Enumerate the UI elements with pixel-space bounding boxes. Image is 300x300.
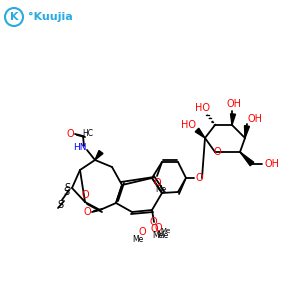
- Text: Me: Me: [160, 228, 170, 234]
- Text: O: O: [138, 227, 146, 237]
- Polygon shape: [195, 128, 205, 138]
- Polygon shape: [95, 151, 103, 160]
- Polygon shape: [244, 126, 250, 138]
- Text: O: O: [213, 147, 221, 157]
- Text: Me: Me: [158, 232, 169, 241]
- Text: Me: Me: [155, 185, 167, 194]
- Text: HO: HO: [194, 103, 209, 113]
- Text: S: S: [57, 200, 63, 210]
- Text: Me: Me: [152, 232, 164, 241]
- Text: HO: HO: [181, 120, 196, 130]
- Polygon shape: [230, 114, 236, 125]
- Text: O: O: [195, 173, 203, 183]
- Text: Me: Me: [132, 236, 144, 244]
- Text: OH: OH: [226, 99, 242, 109]
- Text: O: O: [149, 217, 157, 227]
- Text: O: O: [81, 190, 89, 200]
- Text: K: K: [10, 12, 18, 22]
- Text: HN: HN: [73, 143, 87, 152]
- Text: O: O: [83, 207, 91, 217]
- Polygon shape: [240, 152, 254, 166]
- Text: O: O: [66, 129, 74, 139]
- Text: S: S: [63, 187, 69, 197]
- Text: O: O: [153, 178, 161, 188]
- Text: O: O: [154, 223, 162, 233]
- Text: S: S: [64, 183, 70, 193]
- Text: OH: OH: [248, 114, 262, 124]
- Text: OH: OH: [265, 159, 280, 169]
- Text: O: O: [150, 224, 158, 234]
- Text: °Kuujia: °Kuujia: [28, 12, 73, 22]
- Text: HC: HC: [82, 130, 94, 139]
